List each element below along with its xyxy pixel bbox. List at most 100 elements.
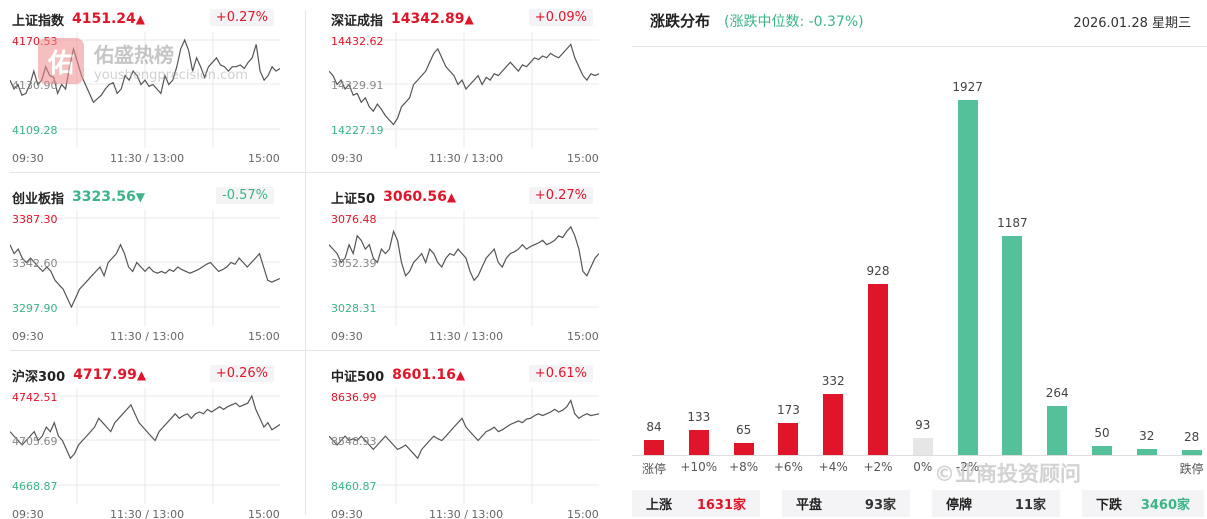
bar-value-label: 32 bbox=[1139, 429, 1155, 444]
y-axis-min-label: 3297.90 bbox=[12, 302, 58, 315]
x-axis-time-label: 09:30 bbox=[331, 152, 363, 165]
bar-category-label: +4% bbox=[818, 460, 848, 474]
summary-item: 下跌 3460家 bbox=[1082, 490, 1204, 517]
index-value: 4151.24 bbox=[72, 11, 136, 27]
index-header: 沪深300 4717.99 ▲ +0.26% bbox=[12, 364, 278, 386]
y-axis-max-label: 8636.99 bbox=[331, 391, 377, 404]
up-arrow-icon: ▲ bbox=[446, 190, 457, 204]
summary-count: 11家 bbox=[1014, 498, 1046, 513]
y-axis-mid-label: 4705.69 bbox=[12, 435, 58, 448]
intraday-chart bbox=[329, 210, 599, 326]
summary-label: 上涨 bbox=[646, 498, 673, 513]
index-panel[interactable]: 创业板指 3323.56 ▼ -0.57% 3387.30 3342.60 3297.90 0… bbox=[10, 180, 280, 348]
index-value: 14342.89 bbox=[391, 11, 465, 27]
y-axis-max-label: 4742.51 bbox=[12, 391, 58, 404]
distribution-bar[interactable] bbox=[1181, 449, 1202, 455]
distribution-bar[interactable] bbox=[957, 100, 978, 455]
index-change-percent: +0.27% bbox=[209, 9, 274, 26]
index-name: 上证50 bbox=[331, 191, 376, 207]
distribution-bar[interactable] bbox=[778, 423, 799, 455]
summary-count: 3460家 bbox=[1140, 498, 1190, 513]
y-axis-mid-label: 3342.60 bbox=[12, 257, 58, 270]
price-line bbox=[329, 43, 599, 126]
distribution-bar[interactable] bbox=[1092, 445, 1112, 455]
distribution-date: 2026.01.28 星期三 bbox=[1073, 16, 1191, 31]
y-axis-mid-label: 3052.39 bbox=[331, 257, 377, 270]
bar-value-label: 173 bbox=[776, 403, 800, 418]
index-value: 8601.16 bbox=[392, 367, 456, 383]
x-axis-time-label: 15:00 bbox=[567, 508, 599, 519]
panel-divider bbox=[305, 10, 306, 515]
x-axis-time-label: 11:30 / 13:00 bbox=[110, 152, 185, 165]
y-axis-min-label: 8460.87 bbox=[331, 480, 377, 493]
distribution-bar[interactable] bbox=[868, 284, 888, 455]
index-panel[interactable]: 沪深300 4717.99 ▲ +0.26% 4742.51 4705.69 4668.87… bbox=[10, 358, 280, 519]
bar-category-label: 0% bbox=[913, 460, 933, 474]
bar-category-label: -2% bbox=[955, 460, 980, 474]
distribution-subtitle: (涨跌中位数: -0.37%) bbox=[724, 14, 864, 30]
y-axis-max-label: 3076.48 bbox=[331, 213, 377, 226]
index-value: 3323.56 bbox=[72, 189, 136, 205]
distribution-bar[interactable] bbox=[733, 443, 754, 455]
index-change-percent: +0.61% bbox=[528, 365, 593, 382]
y-axis-min-label: 4668.87 bbox=[12, 480, 58, 493]
bar-value-label: 1187 bbox=[997, 216, 1028, 231]
x-axis-time-label: 09:30 bbox=[12, 508, 44, 519]
x-axis-time-label: 11:30 / 13:00 bbox=[429, 152, 504, 165]
x-axis-time-label: 11:30 / 13:00 bbox=[429, 330, 504, 343]
chart-baseline bbox=[632, 455, 1202, 456]
y-axis-mid-label: 14329.91 bbox=[331, 79, 384, 92]
bar-category-label: 涨停 bbox=[641, 462, 666, 476]
bar-value-label: 84 bbox=[646, 419, 662, 434]
index-header: 中证500 8601.16 ▲ +0.61% bbox=[331, 364, 597, 386]
bar-category-label: +2% bbox=[863, 460, 893, 474]
up-arrow-icon: ▲ bbox=[135, 12, 146, 26]
y-axis-min-label: 4109.28 bbox=[12, 124, 58, 137]
index-header: 深证成指 14342.89 ▲ +0.09% bbox=[331, 8, 597, 30]
index-change-percent: +0.09% bbox=[528, 9, 593, 26]
y-axis-min-label: 14227.19 bbox=[331, 124, 384, 137]
x-axis-time-label: 15:00 bbox=[248, 508, 280, 519]
price-line bbox=[10, 394, 280, 460]
x-axis-time-label: 11:30 / 13:00 bbox=[110, 508, 185, 519]
bar-value-label: 28 bbox=[1183, 429, 1200, 444]
price-line bbox=[329, 398, 599, 460]
bar-value-label: 133 bbox=[687, 410, 711, 425]
distribution-bar[interactable] bbox=[1002, 236, 1023, 455]
price-line bbox=[329, 225, 599, 282]
bar-value-label: 50 bbox=[1094, 425, 1110, 440]
y-axis-max-label: 14432.62 bbox=[331, 35, 384, 48]
summary-label: 平盘 bbox=[796, 498, 823, 513]
distribution-bar[interactable] bbox=[823, 393, 844, 455]
distribution-bar[interactable] bbox=[912, 437, 933, 455]
index-change-percent: +0.27% bbox=[528, 187, 593, 204]
price-line bbox=[10, 243, 280, 309]
distribution-bar[interactable] bbox=[688, 430, 709, 455]
index-header: 上证50 3060.56 ▲ +0.27% bbox=[331, 186, 597, 208]
index-value: 3060.56 bbox=[383, 189, 447, 205]
x-axis-time-label: 11:30 / 13:00 bbox=[429, 508, 504, 519]
up-arrow-icon: ▲ bbox=[455, 368, 466, 382]
index-panel[interactable]: 上证指数 4151.24 ▲ +0.27% 4170.53 4130.90 4109.28 0… bbox=[10, 2, 280, 170]
row-divider bbox=[10, 172, 600, 173]
bar-category-label: +8% bbox=[729, 460, 759, 474]
up-arrow-icon: ▲ bbox=[136, 368, 147, 382]
down-arrow-icon: ▼ bbox=[135, 190, 146, 204]
x-axis-time-label: 09:30 bbox=[12, 152, 44, 165]
distribution-bar[interactable] bbox=[1136, 449, 1157, 455]
distribution-bar[interactable] bbox=[1047, 406, 1068, 455]
distribution-bar[interactable] bbox=[644, 439, 664, 455]
x-axis-time-label: 15:00 bbox=[248, 330, 280, 343]
index-name: 沪深300 bbox=[12, 369, 66, 385]
bar-value-label: 1927 bbox=[952, 80, 983, 94]
y-axis-max-label: 4170.53 bbox=[12, 35, 58, 48]
bar-category-label: +6% bbox=[773, 460, 803, 474]
index-panel[interactable]: 中证500 8601.16 ▲ +0.61% 8636.99 8548.93 8460.87… bbox=[329, 358, 599, 519]
y-axis-mid-label: 4130.90 bbox=[12, 79, 58, 92]
index-panel[interactable]: 上证50 3060.56 ▲ +0.27% 3076.48 3052.39 3028.31 0… bbox=[329, 180, 599, 348]
bar-value-label: 332 bbox=[821, 373, 845, 388]
intraday-chart bbox=[10, 210, 280, 326]
summary-item: 平盘 93家 bbox=[782, 490, 910, 517]
x-axis-time-label: 15:00 bbox=[567, 152, 599, 165]
index-panel[interactable]: 深证成指 14342.89 ▲ +0.09% 14432.62 14329.91 14227… bbox=[329, 2, 599, 170]
